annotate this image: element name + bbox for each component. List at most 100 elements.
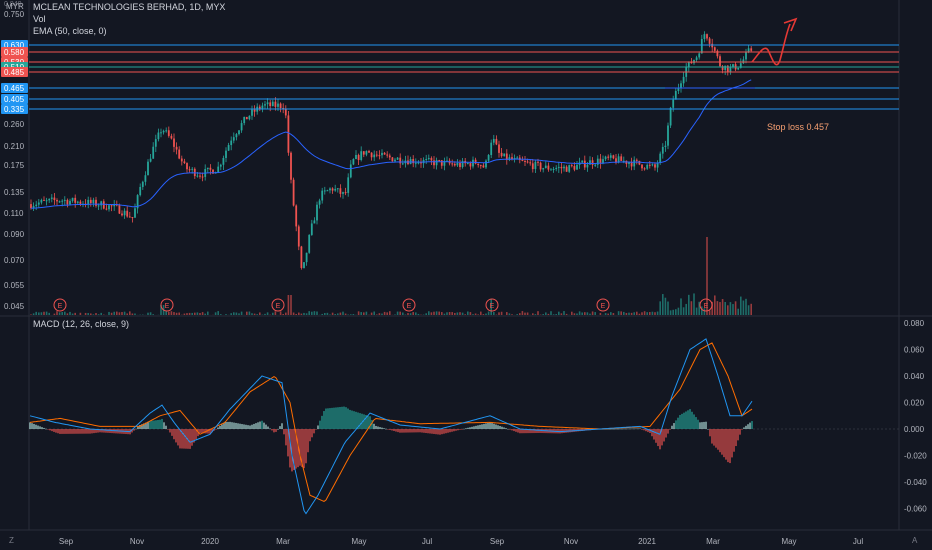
macd-histogram-bar bbox=[269, 428, 271, 430]
candle-body bbox=[477, 163, 480, 166]
macd-histogram-bar bbox=[289, 429, 291, 468]
macd-histogram-bar bbox=[431, 429, 433, 434]
candle-body bbox=[695, 57, 698, 60]
price-tick-label: 0.840 bbox=[4, 1, 22, 8]
volume-bar bbox=[508, 313, 511, 315]
volume-bar bbox=[594, 312, 596, 315]
volume-bar bbox=[446, 312, 448, 315]
macd-histogram-bar bbox=[247, 425, 249, 429]
ema-line bbox=[30, 79, 752, 209]
candle-body bbox=[459, 163, 461, 167]
time-axis-label: Mar bbox=[276, 537, 290, 546]
volume-bar bbox=[617, 311, 620, 315]
volume-bar bbox=[750, 303, 752, 315]
candle-body bbox=[412, 158, 415, 164]
volume-bar bbox=[490, 299, 492, 315]
volume-bar bbox=[628, 312, 630, 315]
macd-histogram-bar bbox=[675, 420, 677, 429]
macd-histogram-bar bbox=[41, 427, 43, 429]
candle-body bbox=[503, 153, 506, 157]
volume-bar bbox=[742, 300, 745, 315]
candle-body bbox=[230, 140, 233, 146]
macd-histogram-bar bbox=[495, 424, 497, 429]
macd-histogram-bar bbox=[173, 429, 175, 440]
macd-histogram-bar bbox=[677, 417, 679, 429]
volume-bar bbox=[526, 312, 529, 315]
candle-body bbox=[667, 125, 669, 146]
macd-histogram-bar bbox=[209, 429, 211, 434]
macd-histogram-bar bbox=[175, 429, 177, 443]
volume-bar bbox=[259, 312, 261, 315]
macd-histogram-bar bbox=[395, 429, 397, 432]
macd-histogram-bar bbox=[357, 412, 359, 429]
candle-body bbox=[175, 146, 178, 150]
macd-histogram-bar bbox=[503, 427, 505, 429]
macd-histogram-bar bbox=[327, 408, 329, 429]
candle-body bbox=[126, 210, 129, 217]
macd-histogram-bar bbox=[727, 429, 729, 463]
macd-histogram-bar bbox=[425, 429, 427, 434]
candle-body bbox=[713, 47, 716, 51]
time-axis-label: Nov bbox=[564, 537, 578, 546]
candle-body bbox=[552, 169, 555, 171]
volume-bar bbox=[524, 312, 526, 315]
macd-histogram-bar bbox=[669, 429, 671, 430]
earnings-marker-icon bbox=[53, 298, 67, 312]
volume-bar bbox=[360, 312, 362, 315]
candle-body bbox=[355, 154, 357, 160]
macd-histogram-bar bbox=[487, 422, 489, 429]
macd-histogram-bar bbox=[353, 411, 355, 429]
macd-histogram-bar bbox=[609, 428, 611, 430]
candle-body bbox=[456, 163, 459, 166]
volume-bar bbox=[459, 312, 461, 315]
macd-histogram-bar bbox=[377, 426, 379, 429]
volume-bar bbox=[550, 311, 552, 315]
candle-body bbox=[461, 160, 464, 167]
volume-bar bbox=[97, 314, 100, 315]
volume-bar bbox=[677, 307, 680, 315]
candle-body bbox=[30, 204, 32, 209]
macd-histogram-bar bbox=[159, 419, 161, 429]
volume-bar bbox=[519, 313, 521, 315]
time-axis-label: Jul bbox=[422, 537, 432, 546]
macd-histogram-bar bbox=[491, 423, 493, 429]
candle-body bbox=[209, 167, 212, 170]
volume-bar bbox=[246, 311, 248, 315]
candle-body bbox=[336, 188, 339, 190]
auto-scale-button[interactable]: A bbox=[912, 536, 918, 545]
macd-histogram-bar bbox=[419, 429, 421, 433]
volume-bar bbox=[233, 312, 235, 315]
volume-bar bbox=[173, 312, 175, 315]
candle-body bbox=[648, 164, 651, 166]
macd-histogram-bar bbox=[89, 429, 91, 434]
macd-histogram-bar bbox=[339, 407, 341, 429]
earnings-marker-label: E bbox=[58, 303, 63, 310]
price-tick-label: 0.070 bbox=[4, 256, 25, 265]
volume-bar bbox=[266, 312, 269, 315]
macd-histogram-bar bbox=[191, 429, 193, 446]
candle-body bbox=[97, 205, 100, 207]
volume-bar bbox=[238, 313, 240, 315]
volume-bar bbox=[485, 313, 487, 315]
macd-histogram-bar bbox=[661, 429, 663, 446]
candle-body bbox=[334, 188, 337, 191]
timezone-button[interactable]: Z bbox=[9, 536, 14, 545]
volume-bar bbox=[659, 301, 661, 315]
volume-bar bbox=[240, 311, 243, 315]
macd-histogram-bar bbox=[67, 429, 69, 434]
volume-bar bbox=[428, 311, 430, 315]
macd-tick-label: 0.060 bbox=[904, 346, 925, 355]
macd-histogram-bar bbox=[437, 429, 439, 435]
candle-body bbox=[466, 163, 469, 165]
volume-bar bbox=[435, 311, 438, 315]
volume-bar bbox=[545, 312, 547, 315]
volume-bar bbox=[399, 311, 401, 315]
macd-histogram-bar bbox=[613, 428, 615, 430]
volume-bar bbox=[433, 311, 435, 315]
macd-histogram-bar bbox=[185, 429, 187, 449]
macd-histogram-bar bbox=[461, 429, 463, 430]
candle-body bbox=[35, 204, 38, 207]
volume-bar bbox=[516, 314, 518, 315]
volume-bar bbox=[630, 312, 633, 315]
